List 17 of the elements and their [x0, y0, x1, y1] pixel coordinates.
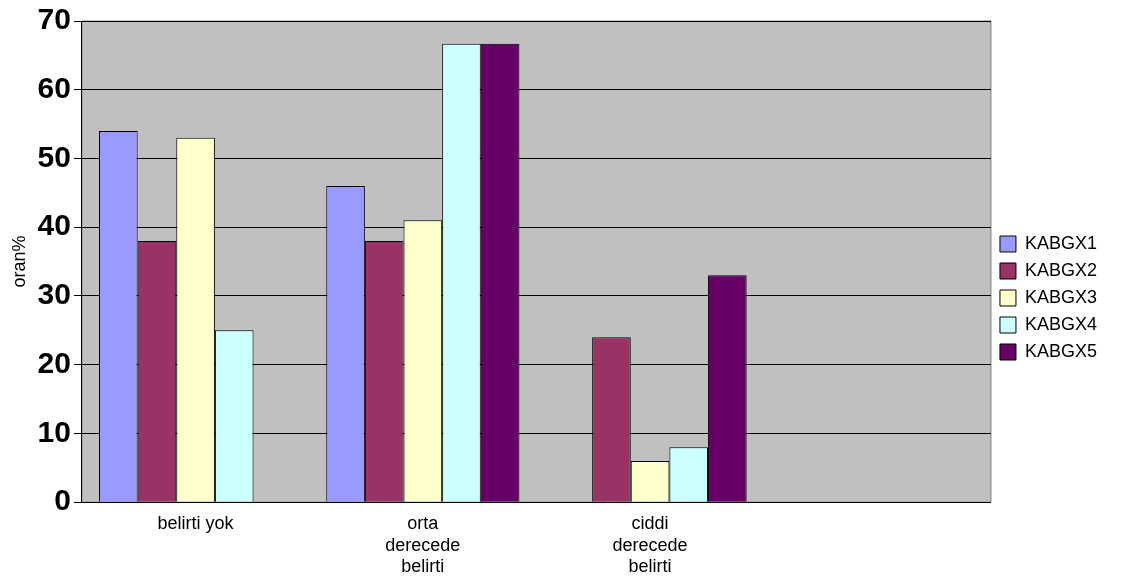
x-tick-label: orta derecede belirti — [385, 512, 461, 577]
y-tick-label: 0 — [54, 483, 71, 517]
y-tick-label: 20 — [37, 345, 71, 379]
y-tick-label: 60 — [37, 71, 71, 105]
x-tick-label: belirti yok — [157, 512, 235, 533]
x-tick-label: ciddi derecede belirti — [612, 512, 688, 577]
y-axis-title: oran% — [8, 235, 29, 288]
legend-label: KABGX3 — [1024, 286, 1098, 307]
legend-label: KABGX2 — [1024, 259, 1098, 280]
y-tick-label: 30 — [37, 277, 71, 311]
y-tick-label: 70 — [37, 2, 71, 36]
legend-label: KABGX4 — [1024, 313, 1098, 334]
legend-label: KABGX5 — [1024, 340, 1098, 361]
y-tick-label: 50 — [37, 139, 71, 173]
legend-label: KABGX1 — [1024, 232, 1098, 253]
y-tick-label: 10 — [37, 414, 71, 448]
y-tick-label: 40 — [37, 208, 71, 242]
